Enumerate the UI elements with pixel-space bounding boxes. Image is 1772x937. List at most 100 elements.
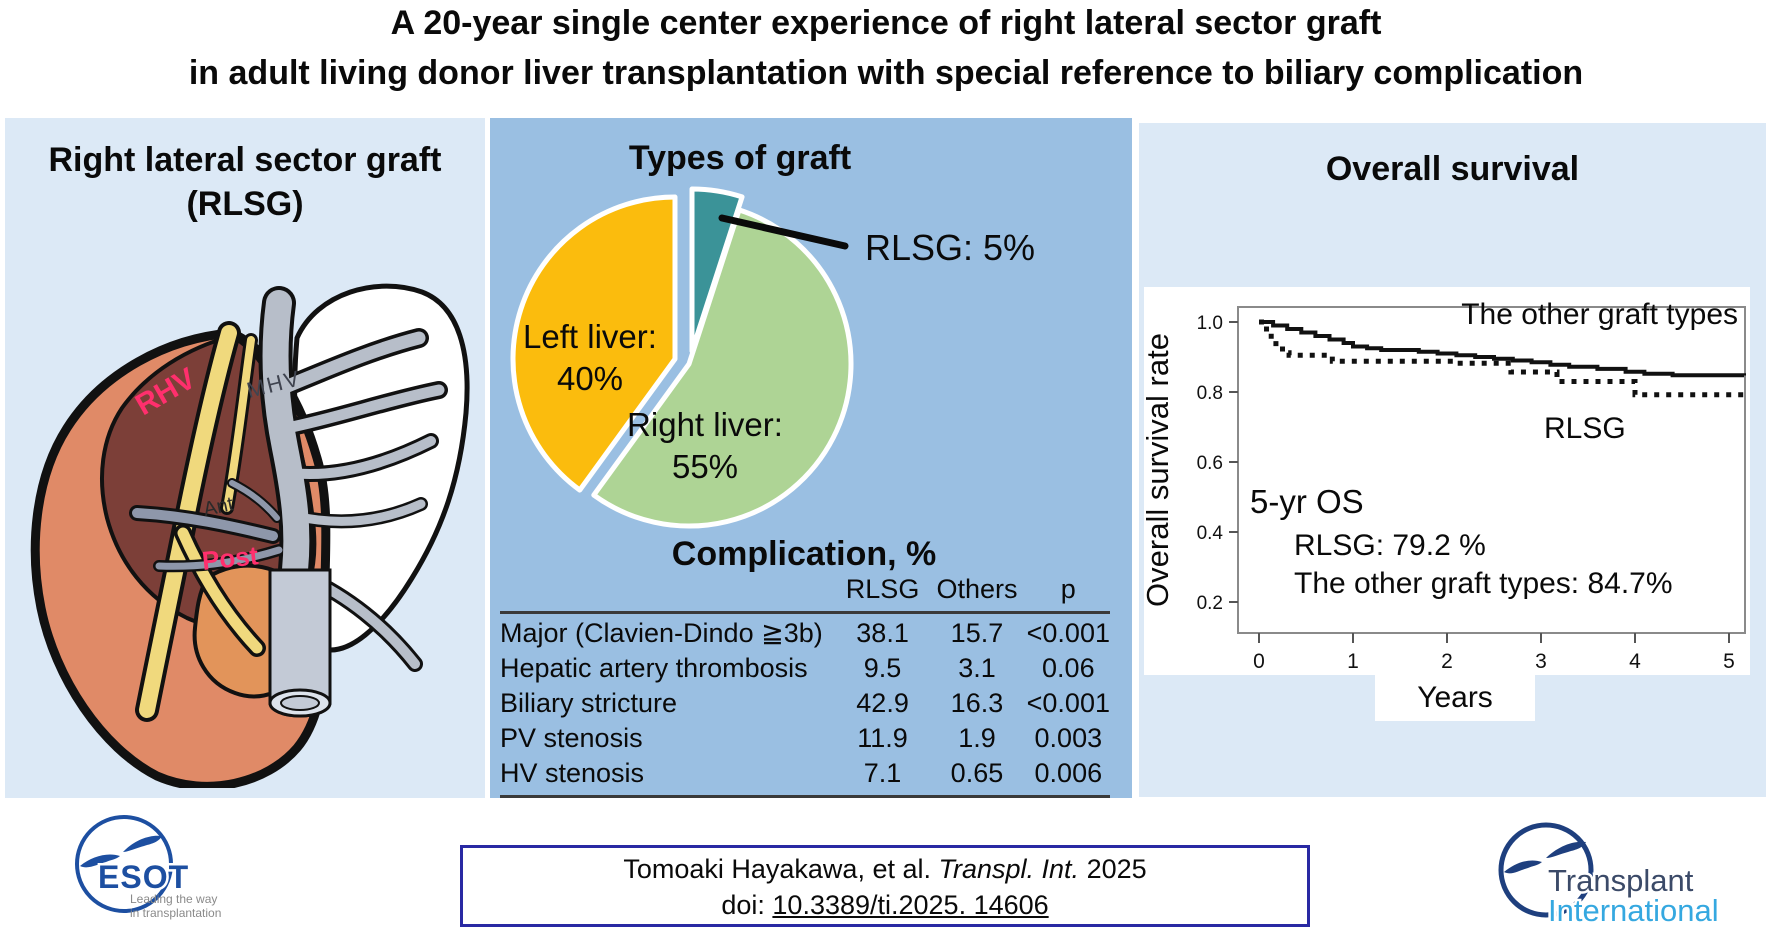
rlsg-callout-label: RLSG: 5% xyxy=(865,227,1035,268)
table-cell-rlsg: 9.5 xyxy=(863,653,902,683)
esot-wordmark: ESOT xyxy=(98,859,189,895)
complication-table-header-row: RLSG Others p xyxy=(500,574,1110,613)
right-liver-label-line1: Right liver: xyxy=(627,406,783,443)
header-others: Others xyxy=(936,574,1018,604)
km-series-label-rlsg: RLSG xyxy=(1544,412,1626,445)
km-os-heading: 5-yr OS xyxy=(1250,483,1364,520)
pie-slice-right-liver xyxy=(591,207,854,529)
survival-title: Overall survival xyxy=(1325,150,1580,188)
km-x-axis-title: Years xyxy=(1375,675,1535,721)
x-tick-label: 4 xyxy=(1629,650,1641,673)
x-tick-label: 3 xyxy=(1535,650,1547,673)
table-cell-rlsg: 38.1 xyxy=(837,611,928,651)
left-panel-title-line1: Right lateral sector graft xyxy=(48,141,442,179)
header-p: p xyxy=(1060,574,1076,604)
ti-logo-circle xyxy=(1498,822,1594,918)
km-series-label-others: The other graft types xyxy=(1461,298,1738,331)
x-tick-label: 0 xyxy=(1253,650,1265,673)
left-panel-title: Right lateral sector graft (RLSG) xyxy=(5,138,485,226)
table-cell-p: 0.003 xyxy=(1034,723,1103,753)
left-panel: Right lateral sector graft (RLSG) xyxy=(5,118,485,798)
table-cell-p: <0.001 xyxy=(1026,688,1110,718)
left-liver-label-line2: 40% xyxy=(557,360,623,397)
post-label: Post xyxy=(200,540,260,576)
ti-hands-icon xyxy=(1504,841,1586,874)
km-axes-and-curves: 0.2 0.4 0.6 0.8 1.0 0 1 2 3 4 5 xyxy=(1197,306,1746,673)
citation-box: Tomoaki Hayakawa, et al. Transpl. Int. 2… xyxy=(460,845,1310,927)
liver-anatomy-illustration: RHV MHV Ant Post xyxy=(30,283,470,788)
pie-slice-left-liver xyxy=(510,194,678,493)
complication-table: RLSG Others p Major (Clavien-Dindo ≧3b) 3… xyxy=(500,574,1110,798)
y-tick-label: 0.6 xyxy=(1197,453,1223,474)
esot-tagline-line1: Leading the way xyxy=(130,892,217,906)
esot-logo-circle xyxy=(75,815,173,913)
esot-tagline-line2: in transplantation xyxy=(130,906,221,920)
table-row: PV stenosis 11.9 1.9 0.003 xyxy=(500,721,1110,756)
ti-wordmark-line1: Transplant xyxy=(1548,863,1694,898)
table-cell-rlsg: 42.9 xyxy=(856,688,909,718)
left-panel-title-line2: (RLSG) xyxy=(186,185,304,223)
table-cell-rlsg: 7.1 xyxy=(837,756,928,798)
table-cell-label: Hepatic artery thrombosis xyxy=(500,653,808,683)
table-row: Major (Clavien-Dindo ≧3b) 38.1 15.7 <0.001 xyxy=(500,611,1110,651)
complication-title: Complication, % xyxy=(671,535,937,573)
km-os-others-value: The other graft types: 84.7% xyxy=(1294,567,1673,600)
citation-journal: Transpl. Int. xyxy=(938,854,1080,884)
middle-panel: Types of graft RLSG: 5% Left liver: 40% … xyxy=(490,118,1132,798)
header-empty xyxy=(500,574,838,613)
x-tick-label: 2 xyxy=(1441,650,1453,673)
table-cell-others: 3.1 xyxy=(958,653,996,683)
km-y-axis-title: Overall survival rate xyxy=(1144,333,1175,607)
table-row: HV stenosis 7.1 0.65 0.006 xyxy=(500,756,1110,798)
x-tick-label: 1 xyxy=(1347,650,1359,673)
table-cell-label: HV stenosis xyxy=(500,756,838,798)
km-frame xyxy=(1237,306,1746,634)
km-plot-box: 0.2 0.4 0.6 0.8 1.0 0 1 2 3 4 5 Overall survival r… xyxy=(1140,287,1750,675)
left-liver-label-line1: Left liver: xyxy=(523,318,657,355)
km-curve-rlsg xyxy=(1259,319,1744,398)
x-tick-label: 5 xyxy=(1723,650,1735,673)
main-title-line1: A 20-year single center experience of ri… xyxy=(390,4,1382,42)
main-title-line2: in adult living donor liver transplantat… xyxy=(188,54,1584,92)
ti-wordmark-line2: International xyxy=(1548,893,1719,928)
km-curve-the-other-graft-types xyxy=(1259,320,1746,378)
doi-prefix: doi: xyxy=(721,890,765,920)
y-tick-label: 0.2 xyxy=(1197,593,1223,614)
esot-hands-icon xyxy=(80,835,162,868)
pie-title: Types of graft xyxy=(628,139,852,177)
right-liver-label-line2: 55% xyxy=(672,448,738,485)
pie-slices xyxy=(510,186,854,529)
km-os-rlsg-value: RLSG: 79.2 % xyxy=(1294,529,1486,562)
y-tick-label: 0.4 xyxy=(1197,523,1224,544)
bile-duct-bands xyxy=(135,321,266,722)
vena-cava-tube xyxy=(268,568,332,718)
kaplan-meier-chart: 0.2 0.4 0.6 0.8 1.0 0 1 2 3 4 5 Overall survival r… xyxy=(1140,298,1746,673)
table-row: Biliary stricture 42.9 16.3 <0.001 xyxy=(500,686,1110,721)
doi-link[interactable]: 10.3389/ti.2025. 14606 xyxy=(772,890,1049,920)
table-cell-label: Major (Clavien-Dindo ≧3b) xyxy=(500,611,838,651)
y-tick-label: 0.8 xyxy=(1197,383,1223,404)
table-cell-others: 1.9 xyxy=(958,723,996,753)
table-row: Hepatic artery thrombosis 9.5 3.1 0.06 xyxy=(500,651,1110,686)
esot-logo: ESOT Leading the way in transplantation xyxy=(75,815,221,920)
y-tick-label: 1.0 xyxy=(1197,313,1223,334)
transplant-international-logo: Transplant International xyxy=(1498,822,1721,931)
graft-type-pie-chart: RLSG: 5% Left liver: 40% Right liver: 55… xyxy=(510,186,1035,529)
citation-line2: doi: 10.3389/ti.2025. 14606 xyxy=(463,890,1307,921)
table-cell-others: 15.7 xyxy=(927,611,1027,651)
table-cell-rlsg: 11.9 xyxy=(857,723,908,753)
table-cell-p: 0.006 xyxy=(1026,756,1110,798)
right-panel: Overall survival 0.2 0.4 0.6 0.8 1.0 0 1 2 3 4 5 O… xyxy=(1139,123,1766,797)
table-cell-label: Biliary stricture xyxy=(500,688,678,718)
table-cell-others: 16.3 xyxy=(950,688,1004,718)
citation-authors: Tomoaki Hayakawa, et al. xyxy=(623,854,931,884)
citation-line1: Tomoaki Hayakawa, et al. Transpl. Int. 2… xyxy=(463,854,1307,885)
table-cell-p: 0.06 xyxy=(1042,653,1095,683)
rlsg-callout-line xyxy=(718,214,849,250)
header-rlsg: RLSG xyxy=(845,574,920,604)
table-cell-p: <0.001 xyxy=(1026,611,1110,651)
table-cell-others: 0.65 xyxy=(927,756,1027,798)
citation-year: 2025 xyxy=(1086,854,1147,884)
table-cell-label: PV stenosis xyxy=(500,723,643,753)
